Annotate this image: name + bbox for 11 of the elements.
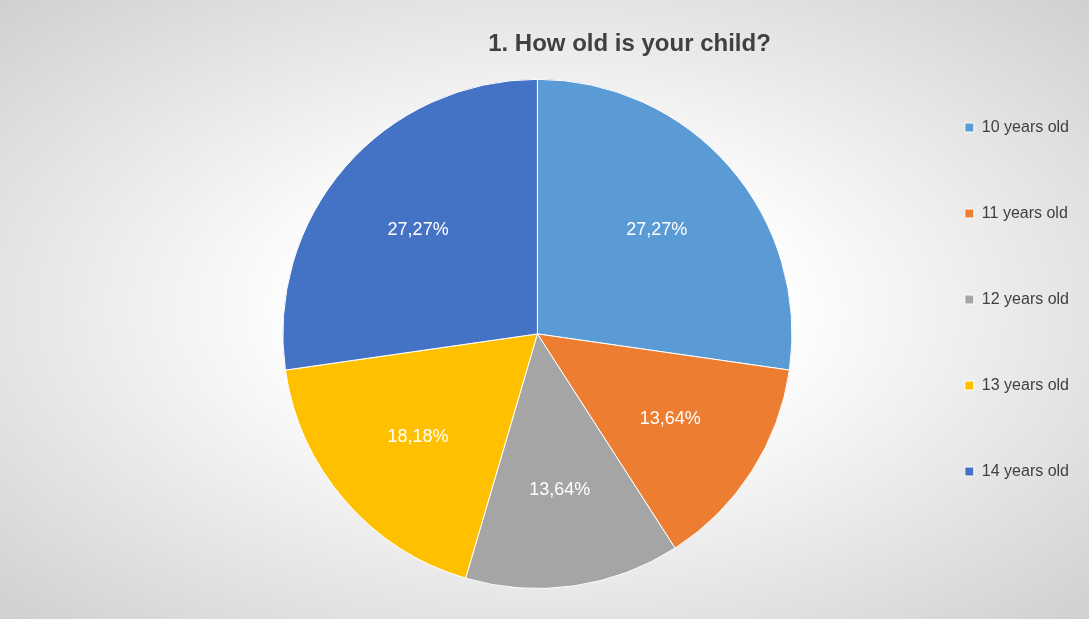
data-label: 27,27% — [626, 219, 688, 240]
data-label: 27,27% — [387, 219, 449, 240]
data-label: 18,18% — [387, 426, 449, 447]
legend-label: 13 years old — [981, 375, 1070, 393]
legend-label: 10 years old — [981, 117, 1070, 135]
data-label: 13,64% — [639, 408, 701, 429]
chart-title: 1. How old is your child? — [488, 29, 771, 57]
data-label: 13,64% — [529, 479, 591, 500]
legend-label: 12 years old — [981, 289, 1070, 307]
legend-label: 11 years old — [981, 203, 1068, 221]
legend-label: 14 years old — [981, 461, 1070, 479]
